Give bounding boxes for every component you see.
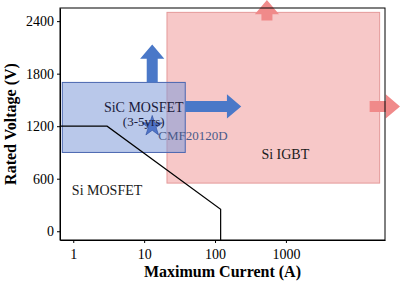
region <box>167 12 380 183</box>
tick: 0 <box>47 224 60 239</box>
tick-mark <box>144 240 145 243</box>
tick-mark <box>215 240 216 243</box>
chart: Maximum Current (A) Rated Voltage (V) SiC … <box>0 0 400 289</box>
plot-area <box>60 12 380 240</box>
boundary-line <box>60 126 221 240</box>
arrow <box>140 44 164 82</box>
tick-label: 1000 <box>272 247 300 262</box>
tick-mark <box>73 240 74 243</box>
tick-mark <box>286 240 287 243</box>
tick-label: 1800 <box>26 67 54 82</box>
axis-line <box>61 240 386 241</box>
axis-line <box>60 9 61 241</box>
tick: 1800 <box>26 67 60 82</box>
tick-mark <box>57 74 60 75</box>
annotation: (3-5yrs) <box>123 114 165 129</box>
y-axis: 0 600 1200 1800 2400 <box>26 9 61 241</box>
tick-label: 2400 <box>26 14 54 29</box>
tick-label: 1 <box>70 247 77 262</box>
x-axis: 1 10 100 1000 <box>61 240 386 262</box>
tick-label: 100 <box>205 247 226 262</box>
tick-mark <box>57 21 60 22</box>
tick: 2400 <box>26 14 60 29</box>
region-label: Si MOSFET <box>72 183 143 198</box>
arrow <box>185 94 241 118</box>
tick-mark <box>57 231 60 232</box>
frame <box>60 8 385 240</box>
tick-label: 1200 <box>26 119 54 134</box>
arrow <box>255 0 279 20</box>
tick-label: 10 <box>138 247 152 262</box>
tick-label: 600 <box>33 172 54 187</box>
tick-mark <box>57 126 60 127</box>
y-axis-title: Rated Voltage (V) <box>2 63 20 185</box>
tick: 1000 <box>272 240 300 262</box>
region-label: SiC MOSFET <box>104 100 184 115</box>
tick: 1200 <box>26 119 60 134</box>
tick-label: 0 <box>47 224 54 239</box>
point-label: CMF20120D <box>158 128 227 143</box>
tick: 10 <box>138 240 152 262</box>
tick: 100 <box>205 240 226 262</box>
x-axis-title: Maximum Current (A) <box>144 263 301 281</box>
tick: 1 <box>70 240 77 262</box>
region-label: Si IGBT <box>261 147 309 162</box>
tick-mark <box>57 179 60 180</box>
labels: Maximum Current (A) Rated Voltage (V) SiC … <box>2 63 310 281</box>
tick: 600 <box>33 172 60 187</box>
